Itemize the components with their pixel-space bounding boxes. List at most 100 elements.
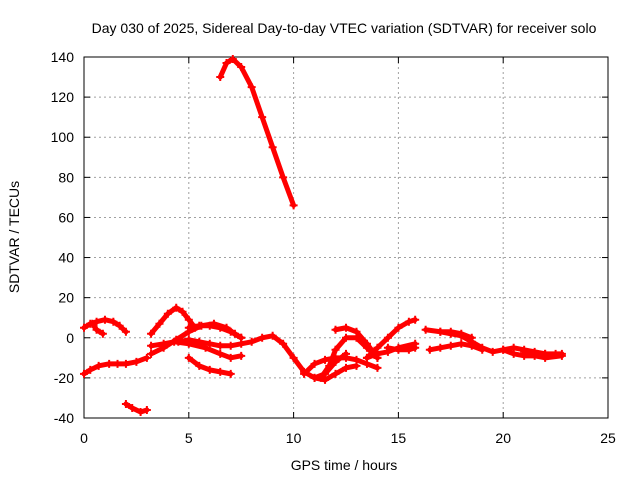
data-point: [279, 173, 288, 182]
data-point: [237, 63, 246, 72]
data-point: [373, 349, 382, 358]
y-tick-label: 80: [58, 169, 74, 185]
data-point: [237, 351, 246, 360]
data-point: [226, 369, 235, 378]
y-tick-label: -40: [54, 410, 74, 426]
data-point: [457, 339, 466, 348]
data-point: [499, 345, 508, 354]
data-point: [300, 369, 309, 378]
data-point: [467, 341, 476, 350]
data-point: [92, 325, 101, 334]
data-point: [383, 343, 392, 352]
data-point: [411, 343, 420, 352]
data-point: [222, 59, 231, 68]
data-point: [109, 317, 118, 326]
data-series: [80, 55, 566, 416]
y-tick-label: -20: [54, 370, 74, 386]
data-point: [121, 399, 130, 408]
y-tick-label: 60: [58, 209, 74, 225]
data-point: [321, 355, 330, 364]
data-point: [178, 307, 187, 316]
data-point: [331, 357, 340, 366]
data-point: [446, 341, 455, 350]
data-point: [184, 353, 193, 362]
data-point: [228, 55, 237, 64]
data-point: [373, 363, 382, 372]
data-point: [216, 349, 225, 358]
axis-ticks: 0 5 10 15 20 25 -40 -20 0 20 40 60 80 100 120 140: [51, 49, 616, 446]
data-point: [425, 345, 434, 354]
x-axis-label: GPS time / hours: [291, 457, 398, 473]
data-point: [226, 341, 235, 350]
data-point: [132, 357, 141, 366]
data-point: [226, 353, 235, 362]
data-point: [172, 303, 181, 312]
series-line-s14: [312, 351, 349, 381]
data-point: [404, 317, 413, 326]
data-point: [86, 365, 95, 374]
data-point: [321, 369, 330, 378]
data-point: [94, 361, 103, 370]
data-point: [174, 337, 183, 346]
data-point: [184, 323, 193, 332]
series-line-s20: [427, 341, 485, 353]
data-point: [98, 329, 107, 338]
data-point: [279, 339, 288, 348]
data-point: [92, 317, 101, 326]
data-point: [88, 319, 97, 328]
x-tick-label: 15: [391, 430, 407, 446]
data-point: [100, 315, 109, 324]
data-point: [80, 323, 88, 332]
data-point: [247, 337, 256, 346]
data-point: [446, 327, 455, 336]
y-tick-label: 120: [51, 89, 75, 105]
data-point: [226, 327, 235, 336]
data-point: [159, 339, 168, 348]
data-point: [520, 347, 529, 356]
chart-title: Day 030 of 2025, Sidereal Day-to-day VTE…: [92, 20, 597, 36]
data-point: [362, 339, 371, 348]
data-point: [128, 403, 137, 412]
data-point: [205, 365, 214, 374]
data-point: [216, 323, 225, 332]
data-point: [195, 361, 204, 370]
y-tick-label: 100: [51, 129, 75, 145]
data-point: [205, 339, 214, 348]
data-point: [155, 319, 164, 328]
data-point: [457, 329, 466, 338]
data-point: [478, 345, 487, 354]
x-tick-label: 0: [80, 430, 88, 446]
data-point: [362, 353, 371, 362]
data-point: [216, 341, 225, 350]
data-point: [557, 349, 566, 358]
plot-frame: [83, 56, 609, 419]
data-point: [195, 321, 204, 330]
data-point: [258, 113, 267, 122]
data-point: [421, 325, 430, 334]
data-point: [342, 323, 350, 332]
series-line-s4: [89, 321, 106, 337]
data-point: [342, 363, 350, 372]
data-point: [394, 323, 403, 332]
x-tick-label: 20: [495, 430, 511, 446]
y-tick-label: 20: [58, 290, 74, 306]
data-point: [289, 201, 298, 210]
data-point: [436, 343, 445, 352]
data-point: [121, 359, 130, 368]
data-point: [342, 349, 350, 358]
data-point: [436, 327, 445, 336]
data-point: [216, 73, 225, 82]
data-point: [289, 353, 298, 362]
series-line-s2: [81, 355, 150, 377]
data-point: [142, 353, 151, 362]
data-point: [247, 83, 256, 92]
data-point: [237, 333, 246, 342]
data-point: [105, 359, 114, 368]
data-point: [205, 321, 214, 330]
data-point: [331, 325, 340, 334]
data-point: [310, 373, 319, 382]
y-tick-label: 0: [66, 330, 74, 346]
data-point: [258, 333, 267, 342]
data-point: [310, 359, 319, 368]
